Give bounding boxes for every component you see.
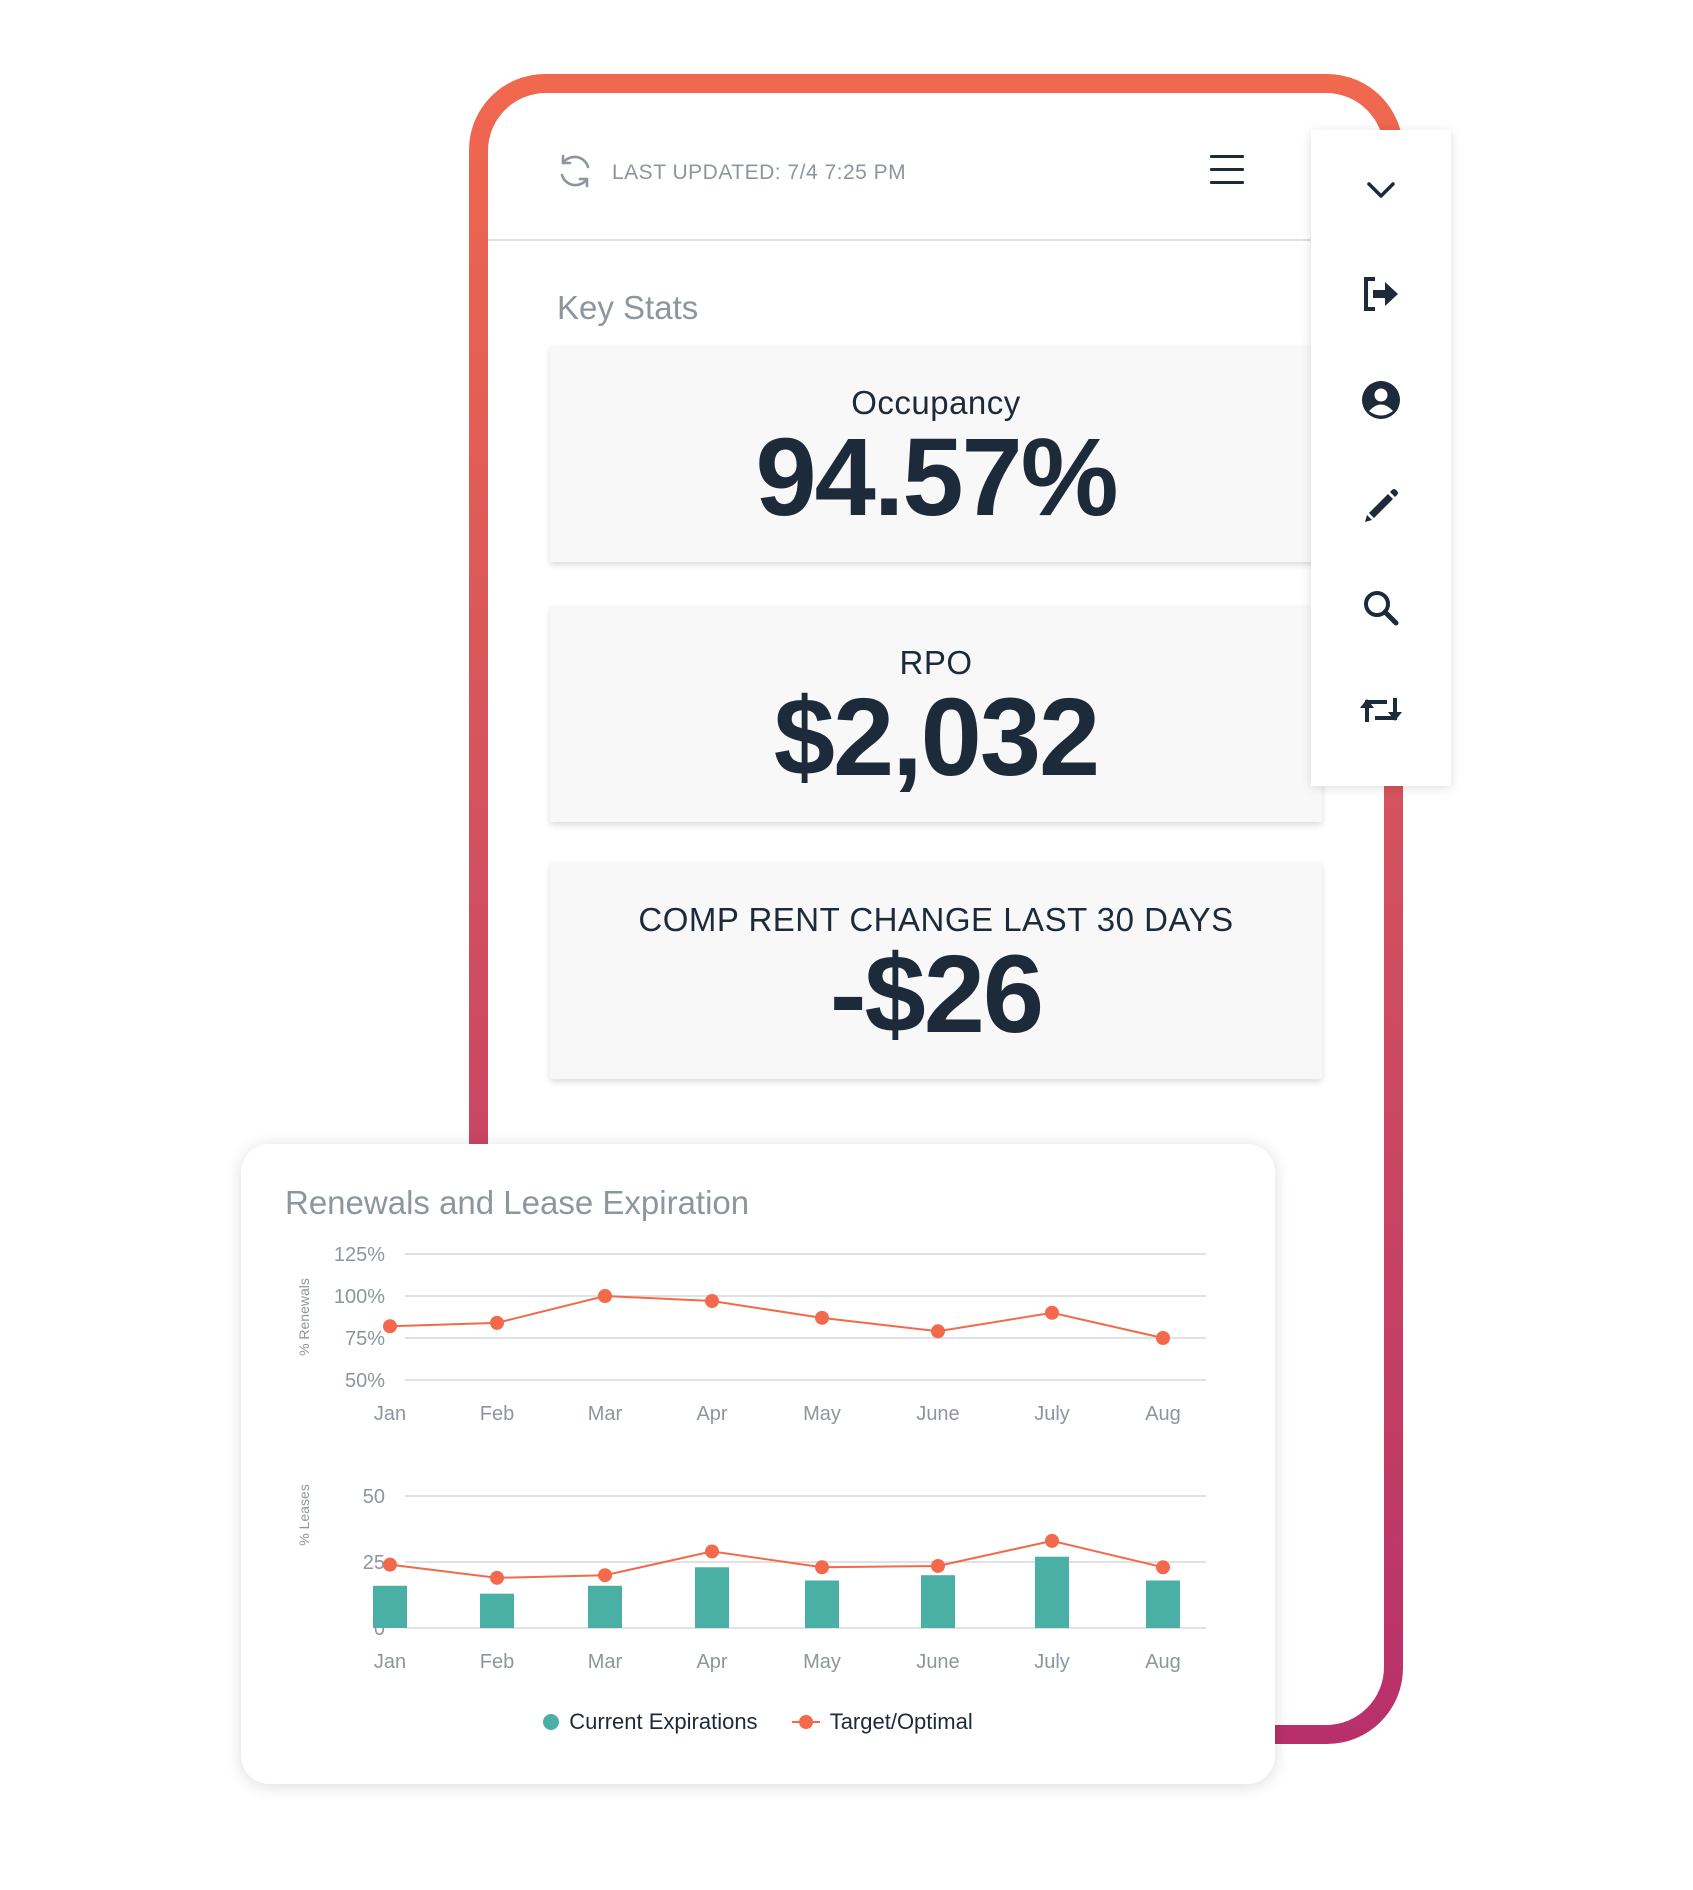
user-circle-icon (1362, 381, 1400, 419)
sign-out-icon (1364, 277, 1398, 311)
x-tick-label: Mar (588, 1651, 623, 1673)
renewals-point (1156, 1331, 1170, 1345)
swap-button[interactable] (1351, 680, 1411, 740)
expiration-bar (588, 1585, 622, 1628)
expiration-bar (1146, 1580, 1180, 1628)
sign-out-button[interactable] (1351, 264, 1411, 324)
teal-dot-icon (543, 1714, 560, 1730)
renewals-point (383, 1319, 397, 1334)
target-point (1045, 1533, 1059, 1548)
collapse-button[interactable] (1351, 160, 1411, 220)
y-axis-label: % Renewals (296, 1278, 312, 1356)
expiration-bar (805, 1580, 839, 1628)
legend-label: Current Expirations (569, 1709, 758, 1734)
renewals-series-line (389, 1294, 1164, 1339)
legend-target-optimal: Target/Optimal (791, 1709, 973, 1735)
occupancy-card: Occupancy 94.57% (550, 346, 1322, 562)
x-tick-label: July (1034, 1651, 1070, 1673)
legend-current-expirations: Current Expirations (543, 1709, 758, 1735)
comp-rent-value: -$26 (829, 933, 1044, 1056)
y-tick-label: 50% (345, 1370, 385, 1392)
expiration-bar (1035, 1556, 1069, 1628)
expiration-bar (695, 1567, 729, 1628)
last-updated-text: LAST UPDATED: 7/4 7:25 PM (612, 161, 907, 184)
comp-rent-card: COMP RENT CHANGE LAST 30 DAYS -$26 (550, 863, 1322, 1079)
x-tick-label: Aug (1145, 1403, 1181, 1425)
target-point (1156, 1560, 1170, 1575)
x-tick-label: Jan (374, 1403, 406, 1425)
rpo-card: RPO $2,032 (550, 606, 1322, 822)
renewals-point (705, 1294, 719, 1309)
edit-button[interactable] (1351, 476, 1411, 536)
x-tick-label: Apr (696, 1651, 727, 1673)
x-tick-label: Feb (480, 1651, 514, 1673)
x-tick-label: Feb (480, 1403, 514, 1425)
renewals-chart-card: Renewals and Lease Expiration 50% 75% 100%… (241, 1144, 1275, 1784)
x-tick-label: May (803, 1403, 841, 1425)
y-tick-label: 100% (334, 1286, 385, 1308)
chart-legend: Current Expirations Target/Optimal (241, 1709, 1275, 1736)
rpo-label: RPO (899, 644, 973, 681)
comp-rent-label: COMP RENT CHANGE LAST 30 DAYS (638, 901, 1234, 938)
x-tick-label: Jan (374, 1651, 406, 1673)
key-stats-title: Key Stats (557, 289, 699, 326)
profile-button[interactable] (1351, 370, 1411, 430)
chevron-down-icon (1367, 182, 1395, 198)
target-point (490, 1570, 504, 1585)
renewals-point (931, 1324, 945, 1339)
y-tick-label: 25 (363, 1552, 385, 1574)
target-point (383, 1557, 397, 1572)
target-point (705, 1544, 719, 1559)
x-tick-label: Apr (696, 1403, 727, 1425)
x-tick-label: Aug (1145, 1651, 1181, 1673)
renewals-chart: 50% 75% 100% 125% % Renewals Jan Feb Mar Apr May J… (296, 1244, 1206, 1673)
y-tick-label: 75% (345, 1328, 385, 1350)
chart-title: Renewals and Lease Expiration (285, 1184, 750, 1221)
occupancy-value: 94.57% (755, 416, 1118, 539)
expiration-bar (921, 1575, 955, 1628)
refresh-icon[interactable] (555, 151, 595, 191)
expiration-bar (373, 1585, 407, 1628)
target-point (931, 1558, 945, 1573)
orange-line-dot-icon (791, 1714, 820, 1730)
hamburger-menu-icon[interactable] (1210, 155, 1244, 184)
x-tick-label: June (916, 1403, 959, 1425)
swap-icon (1360, 698, 1402, 722)
renewals-point (598, 1289, 612, 1303)
target-series-line (389, 1539, 1164, 1579)
target-point (815, 1560, 829, 1575)
renewals-point (1045, 1305, 1059, 1320)
x-tick-label: June (916, 1651, 959, 1673)
expiration-bar (480, 1593, 514, 1628)
occupancy-label: Occupancy (851, 384, 1021, 421)
y-tick-label: 50 (363, 1486, 385, 1508)
y-tick-label: 0 (374, 1618, 385, 1640)
legend-label: Target/Optimal (829, 1709, 973, 1734)
search-button[interactable] (1351, 578, 1411, 638)
search-icon (1364, 591, 1399, 626)
rpo-value: $2,032 (773, 676, 1100, 799)
target-point (598, 1568, 612, 1583)
x-tick-label: May (803, 1651, 841, 1673)
renewals-point (815, 1310, 829, 1325)
y-axis-label: % Leases (296, 1484, 312, 1545)
x-tick-label: Mar (588, 1403, 623, 1425)
x-tick-label: July (1034, 1403, 1070, 1425)
renewals-point (490, 1315, 504, 1330)
app-header: LAST UPDATED: 7/4 7:25 PM (488, 93, 1384, 241)
phone-frame: LAST UPDATED: 7/4 7:25 PM Key Stats Occu… (469, 74, 1403, 1744)
side-toolbar (1311, 130, 1451, 786)
pencil-icon (1365, 489, 1398, 522)
y-tick-label: 125% (334, 1244, 385, 1266)
